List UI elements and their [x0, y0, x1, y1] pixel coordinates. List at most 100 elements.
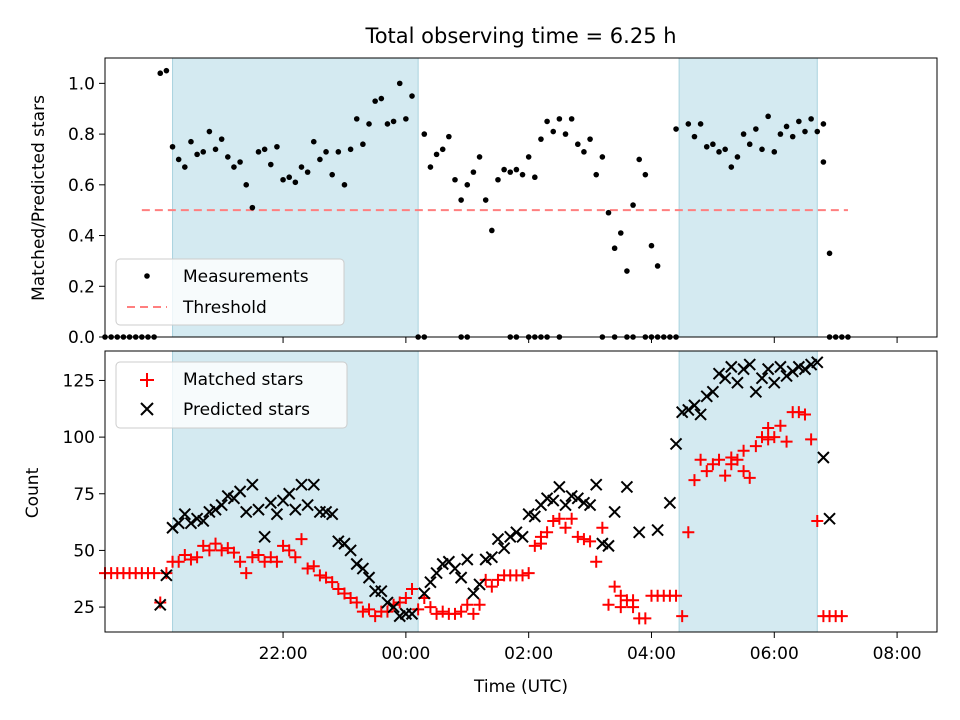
- measurement-point: [439, 146, 446, 153]
- predicted-star-point: [252, 503, 265, 516]
- measurement-point: [820, 159, 827, 165]
- measurement-point: [624, 268, 630, 274]
- predicted-star-point: [547, 494, 560, 507]
- bottom-legend-box: [115, 361, 348, 429]
- matched-star-point: [234, 555, 247, 568]
- top-axes-frame: [104, 57, 938, 338]
- measurement-point: [611, 245, 618, 252]
- matched-star-point: [719, 469, 732, 482]
- matched-star-point: [676, 610, 689, 623]
- matched-star-point: [602, 598, 615, 611]
- matched-star-point: [258, 555, 271, 568]
- measurement-point: [673, 126, 679, 132]
- measurement-point: [691, 133, 698, 140]
- matched-star-point: [467, 607, 480, 620]
- matched-star-point: [756, 431, 769, 444]
- matched-star-point: [356, 605, 369, 618]
- predicted-star-point: [197, 514, 210, 528]
- predicted-star-point: [737, 362, 750, 376]
- matched-star-point: [277, 539, 290, 552]
- measurement-point: [482, 197, 489, 203]
- measurement-point: [501, 166, 507, 173]
- matched-star-point: [725, 451, 738, 464]
- measurement-point: [409, 93, 415, 99]
- measurement-point: [470, 169, 477, 175]
- measurement-point: [403, 116, 409, 122]
- predicted-star-point: [590, 478, 603, 491]
- predicted-star-point: [682, 403, 695, 417]
- matched-star-point: [614, 589, 627, 602]
- measurement-point: [310, 138, 317, 145]
- predicted-star-point: [282, 487, 296, 500]
- matched-star-point: [541, 526, 554, 539]
- measurement-point: [347, 146, 354, 153]
- bottom-axes-frame: [104, 350, 938, 633]
- legend-predicted-marker: [140, 402, 154, 416]
- matched-star-point: [338, 587, 351, 600]
- matched-star-point: [178, 548, 191, 561]
- predicted-star-point: [583, 498, 597, 512]
- measurement-point: [267, 161, 274, 168]
- top-shaded-region-1: [678, 57, 818, 338]
- predicted-star-point: [270, 507, 284, 521]
- measurement-point: [225, 154, 231, 160]
- matched-star-point: [332, 582, 345, 595]
- matched-star-point: [768, 431, 781, 444]
- measurement-point: [341, 182, 348, 188]
- measurement-point: [783, 123, 790, 130]
- matched-star-point: [700, 465, 713, 478]
- measurement-point: [194, 151, 200, 158]
- matched-star-point: [614, 601, 627, 614]
- measurement-point: [587, 136, 593, 142]
- matched-star-point: [301, 562, 314, 575]
- matched-star-point: [406, 582, 419, 595]
- bottom-xtick-label: 00:00: [381, 644, 430, 664]
- matched-star-point: [326, 576, 339, 589]
- predicted-star-point: [571, 492, 585, 505]
- matched-star-point: [688, 474, 701, 487]
- matched-star-point: [811, 514, 824, 527]
- matched-star-point: [369, 610, 382, 623]
- predicted-star-point: [823, 512, 836, 525]
- bottom-xtick-label: 22:00: [259, 644, 308, 664]
- predicted-star-point: [688, 399, 701, 412]
- predicted-star-point: [485, 551, 499, 564]
- predicted-star-point: [467, 587, 480, 600]
- matched-star-point: [344, 592, 357, 605]
- predicted-star-point: [497, 541, 511, 555]
- matched-star-point: [363, 603, 376, 616]
- top-ytick-label: 0.6: [68, 176, 95, 196]
- measurement-point: [599, 154, 606, 160]
- matched-star-point: [559, 521, 572, 534]
- measurement-point: [396, 80, 403, 87]
- measurement-point: [489, 227, 495, 234]
- measurement-point: [771, 149, 778, 155]
- bottom-xtick-label: 02:00: [504, 644, 553, 664]
- measurement-point: [421, 131, 428, 137]
- matched-star-point: [350, 596, 363, 609]
- x-axis-label: Time (UTC): [473, 677, 568, 697]
- matched-star-point: [590, 555, 603, 568]
- predicted-star-point: [184, 517, 198, 530]
- predicted-star-point: [301, 498, 314, 512]
- measurement-point: [802, 128, 808, 135]
- matched-star-point: [197, 539, 210, 552]
- measurement-point: [292, 179, 299, 186]
- predicted-star-point: [448, 562, 462, 575]
- predicted-star-point: [295, 478, 308, 491]
- predicted-star-point: [375, 585, 388, 598]
- matched-star-point: [479, 573, 492, 586]
- predicted-star-point: [258, 530, 271, 544]
- predicted-star-point: [264, 496, 277, 510]
- predicted-star-point: [553, 480, 566, 494]
- predicted-star-point: [424, 575, 437, 589]
- predicted-star-point: [289, 503, 302, 516]
- measurement-point: [218, 136, 225, 142]
- legend-matched-label: Matched stars: [183, 370, 303, 390]
- matched-star-point: [448, 607, 461, 620]
- predicted-star-point: [620, 480, 634, 494]
- predicted-star-point: [774, 360, 787, 374]
- matched-star-point: [553, 512, 566, 525]
- matched-star-point: [835, 610, 848, 623]
- legend-measurements-label: Measurements: [183, 267, 309, 287]
